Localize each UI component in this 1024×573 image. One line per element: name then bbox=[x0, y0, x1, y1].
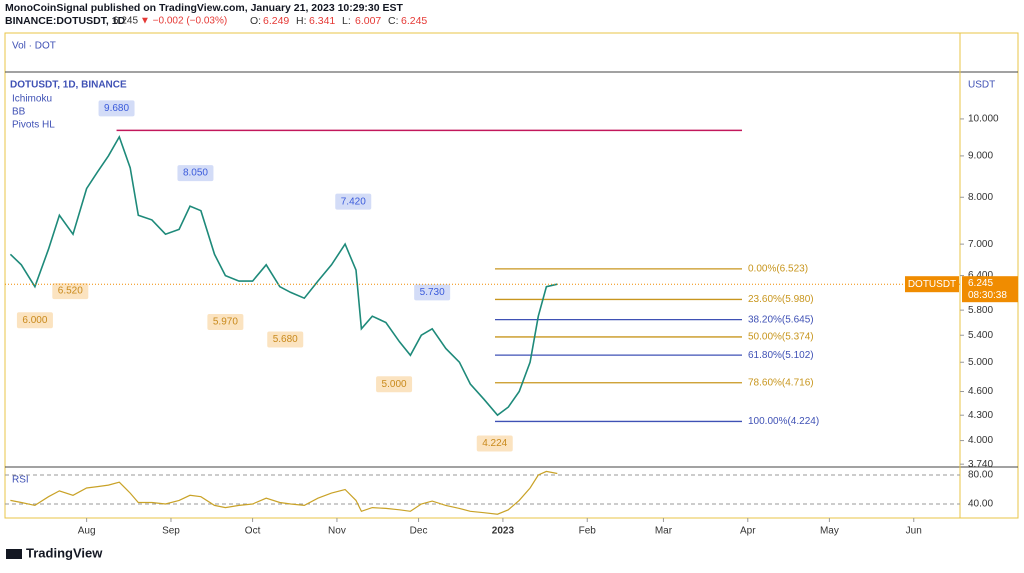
y-tick-label: 5.000 bbox=[968, 357, 993, 368]
y-tick-label: 3.740 bbox=[968, 459, 993, 470]
pivot-label: 5.730 bbox=[420, 287, 445, 298]
x-tick-label: Feb bbox=[579, 526, 597, 537]
x-tick-label: Dec bbox=[410, 526, 428, 537]
volume-label: Vol · DOT bbox=[12, 41, 56, 52]
legend-series: DOTUSDT, 1D, BINANCE bbox=[10, 80, 127, 91]
pivot-box bbox=[16, 312, 53, 329]
ohlc-key: C: bbox=[388, 15, 399, 27]
ohlc-key: O: bbox=[250, 15, 261, 27]
countdown: 08:30:38 bbox=[968, 290, 1007, 301]
x-tick-label: Oct bbox=[245, 526, 261, 537]
pivot-label: 4.224 bbox=[482, 438, 507, 449]
pivot-box bbox=[376, 376, 413, 393]
price-tag-label: 6.245 bbox=[968, 278, 993, 289]
pivot-label: 7.420 bbox=[341, 196, 366, 207]
symbol-tag bbox=[905, 276, 959, 293]
y-tick-label: 10.000 bbox=[968, 114, 999, 125]
y-tick-label: 4.300 bbox=[968, 410, 993, 421]
ohlc-value: 6.341 bbox=[309, 15, 335, 27]
symbol: BINANCE:DOTUSDT, 1D bbox=[5, 15, 126, 27]
fib-label: 0.00%(6.523) bbox=[748, 264, 808, 275]
fib-label: 100.00%(4.224) bbox=[748, 416, 819, 427]
fib-label: 38.20%(5.645) bbox=[748, 314, 814, 325]
x-tick-label: Apr bbox=[740, 526, 756, 537]
ohlc-value: 6.245 bbox=[401, 15, 427, 27]
pivot-box bbox=[207, 314, 244, 331]
ohlc-value: 6.007 bbox=[355, 15, 381, 27]
pivot-label: 9.680 bbox=[104, 103, 129, 114]
pivot-box bbox=[335, 193, 372, 210]
ohlc-key: L: bbox=[342, 15, 351, 27]
y-tick-label: 8.000 bbox=[968, 192, 993, 203]
indicator-label: Pivots HL bbox=[12, 120, 55, 131]
pivot-label: 6.000 bbox=[22, 315, 47, 326]
pivot-box bbox=[414, 284, 451, 301]
rsi-label: RSI bbox=[12, 475, 29, 486]
x-tick-label: 2023 bbox=[492, 526, 515, 537]
pivot-box bbox=[98, 100, 135, 117]
change: ▼ −0.002 (−0.03%) bbox=[140, 16, 227, 27]
x-tick-label: Aug bbox=[78, 526, 96, 537]
price-tag bbox=[962, 276, 1018, 303]
pivot-label: 5.000 bbox=[382, 379, 407, 390]
fib-label: 61.80%(5.102) bbox=[748, 350, 814, 361]
rsi-tick-label: 80.00 bbox=[968, 470, 993, 481]
rsi-line bbox=[10, 470, 558, 515]
y-axis-label: USDT bbox=[968, 80, 995, 91]
pivot-label: 5.970 bbox=[213, 317, 238, 328]
y-tick-label: 5.400 bbox=[968, 330, 993, 341]
pivot-box bbox=[267, 331, 304, 348]
indicator-label: Ichimoku bbox=[12, 94, 52, 105]
pivot-box bbox=[52, 283, 89, 300]
pivot-box bbox=[177, 165, 214, 182]
rsi-tick-label: 40.00 bbox=[968, 499, 993, 510]
brand: TradingView bbox=[26, 545, 103, 560]
y-tick-label: 7.000 bbox=[968, 239, 993, 250]
pivot-label: 5.680 bbox=[273, 334, 298, 345]
y-tick-label: 9.000 bbox=[968, 151, 993, 162]
ohlc-key: H: bbox=[296, 15, 307, 27]
pivot-label: 8.050 bbox=[183, 168, 208, 179]
pivot-box bbox=[476, 435, 513, 452]
x-tick-label: Sep bbox=[162, 526, 180, 537]
publisher-line: MonoCoinSignal published on TradingView.… bbox=[5, 2, 404, 14]
x-tick-label: Jun bbox=[906, 526, 922, 537]
x-tick-label: May bbox=[820, 526, 839, 537]
price-line bbox=[9, 134, 558, 417]
fib-label: 78.60%(4.716) bbox=[748, 377, 814, 388]
last-price: 6.245 bbox=[113, 16, 138, 27]
pivot-label: 6.520 bbox=[58, 286, 83, 297]
y-tick-label: 5.800 bbox=[968, 305, 993, 316]
y-tick-label: 4.600 bbox=[968, 386, 993, 397]
ohlc-value: 6.249 bbox=[263, 15, 289, 27]
fib-label: 23.60%(5.980) bbox=[748, 294, 814, 305]
fib-label: 50.00%(5.374) bbox=[748, 332, 814, 343]
logo-icon bbox=[6, 549, 22, 559]
symbol-tag-label: DOTUSDT bbox=[908, 279, 956, 290]
frame bbox=[4, 32, 1019, 519]
y-tick-label: 6.400 bbox=[968, 270, 993, 281]
x-tick-label: Mar bbox=[655, 526, 673, 537]
x-tick-label: Nov bbox=[328, 526, 346, 537]
y-tick-label: 4.000 bbox=[968, 435, 993, 446]
indicator-label: BB bbox=[12, 107, 26, 118]
